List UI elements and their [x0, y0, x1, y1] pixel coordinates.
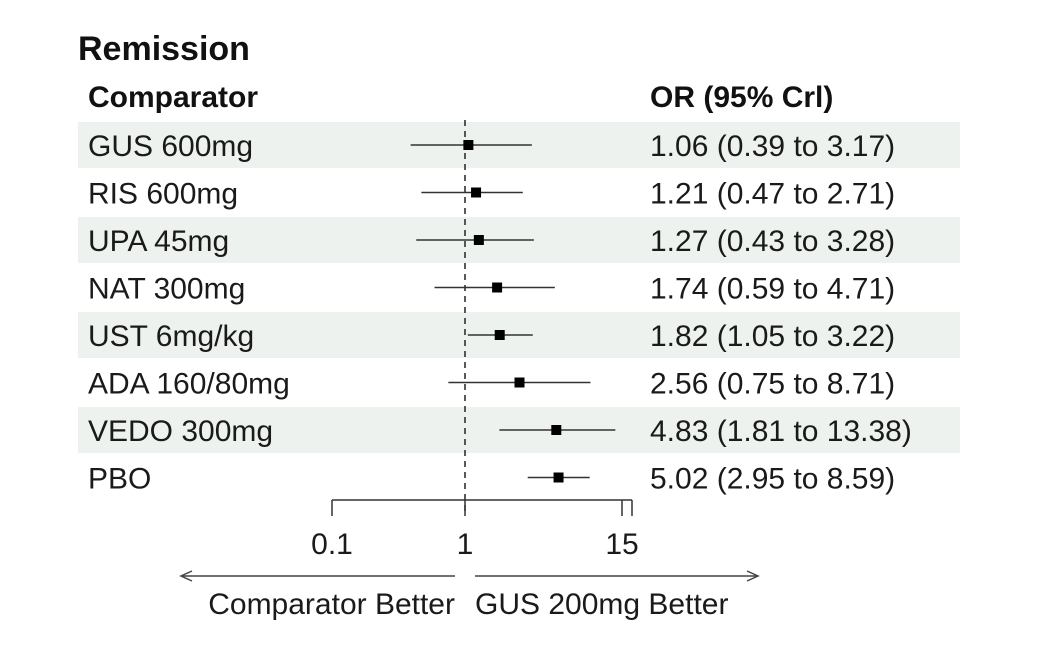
comparator-label: UST 6mg/kg — [88, 320, 254, 353]
x-axis: 0.1 1 15 — [311, 499, 639, 561]
or-ci-text: 5.02 (2.95 to 8.59) — [650, 463, 895, 496]
axis-tick-label: 1 — [457, 528, 474, 561]
point-estimate — [551, 425, 562, 435]
point-estimate — [471, 187, 482, 198]
axis-tick-label: 15 — [605, 528, 638, 561]
comparator-column-header: Comparator — [88, 81, 258, 114]
axis-tick-label: 0.1 — [311, 528, 353, 561]
or-ci-text: 1.06 (0.39 to 3.17) — [650, 130, 895, 163]
or-ci-text: 1.82 (1.05 to 3.22) — [650, 320, 895, 353]
comparator-better-label: Comparator Better — [208, 588, 455, 621]
comparator-label: UPA 45mg — [88, 225, 229, 258]
point-estimate — [514, 377, 525, 388]
comparator-label: NAT 300mg — [88, 273, 245, 306]
or-ci-text: 1.74 (0.59 to 4.71) — [650, 273, 895, 306]
chart-title: Remission — [78, 30, 250, 68]
comparator-label: PBO — [88, 463, 151, 496]
comparator-label: ADA 160/80mg — [88, 368, 290, 401]
point-estimate — [494, 330, 505, 340]
point-estimate — [553, 472, 564, 483]
gus-better-label: GUS 200mg Better — [475, 588, 728, 621]
right-arrow-head — [746, 570, 760, 582]
forest-rows: GUS 600mg 1.06 (0.39 to 3.17) RIS 600mg 1.2… — [88, 130, 912, 496]
or-ci-text: 1.27 (0.43 to 3.28) — [650, 225, 895, 258]
point-estimate — [492, 282, 503, 293]
or-ci-text: 4.83 (1.81 to 13.38) — [650, 415, 912, 448]
comparator-label: VEDO 300mg — [88, 415, 273, 448]
comparator-label: RIS 600mg — [88, 178, 238, 211]
or-column-header: OR (95% Crl) — [650, 81, 833, 114]
comparator-label: GUS 600mg — [88, 130, 253, 163]
or-ci-text: 1.21 (0.47 to 2.71) — [650, 178, 895, 211]
point-estimate — [473, 235, 484, 245]
left-arrow-head — [179, 570, 193, 582]
or-ci-text: 2.56 (0.75 to 8.71) — [650, 368, 895, 401]
point-estimate — [463, 140, 474, 150]
direction-arrows — [179, 570, 760, 582]
